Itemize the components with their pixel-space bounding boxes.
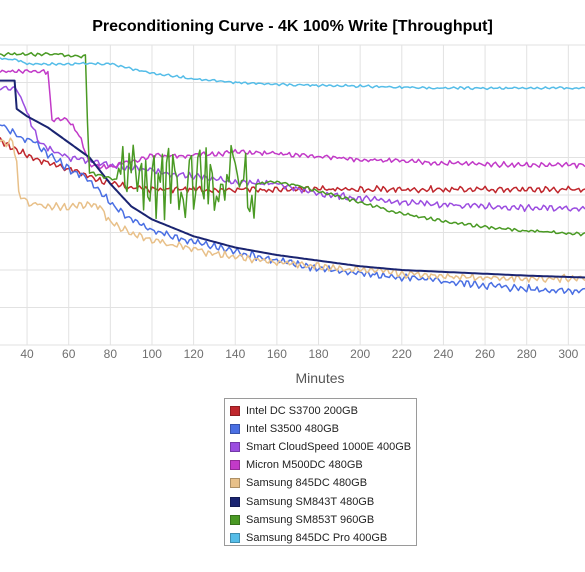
legend-item: Intel S3500 480GB [230, 420, 416, 438]
legend-swatch [230, 478, 240, 489]
x-axis-title: Minutes [295, 370, 345, 386]
x-tick-labels: 40 60 80 100 120 140 160 180 200 220 240 260 280 300 [20, 347, 578, 361]
legend-swatch [230, 442, 240, 453]
x-tick-label: 80 [104, 347, 118, 361]
series-line-4 [0, 68, 585, 170]
legend-swatch [230, 532, 240, 543]
x-tick-label: 40 [20, 347, 34, 361]
series-line-2 [0, 124, 585, 296]
legend-label: Micron M500DC 480GB [246, 459, 363, 472]
x-tick-label: 260 [475, 347, 495, 361]
legend-label: Intel S3500 480GB [246, 423, 339, 436]
legend-swatch [230, 460, 240, 471]
legend-swatch [230, 514, 240, 525]
legend-label: Smart CloudSpeed 1000E 400GB [246, 441, 412, 454]
x-tick-label: 160 [267, 347, 287, 361]
legend-label: Samsung SM843T 480GB [246, 495, 375, 508]
legend-label: Samsung 845DC 480GB [246, 477, 368, 490]
legend: Intel DC S3700 200GB Intel S3500 480GB Sma… [224, 398, 417, 546]
legend-label: Samsung SM853T 960GB [246, 513, 375, 526]
legend-item: Smart CloudSpeed 1000E 400GB [230, 438, 416, 456]
x-tick-label: 120 [184, 347, 204, 361]
legend-item: Intel DC S3700 200GB [230, 402, 416, 420]
x-tick-label: 280 [517, 347, 537, 361]
legend-item: Samsung 845DC 480GB [230, 474, 416, 492]
series-line-7 [0, 51, 585, 237]
x-tick-label: 60 [62, 347, 76, 361]
chart-title: Preconditioning Curve - 4K 100% Write [T… [92, 18, 493, 35]
legend-label: Samsung 845DC Pro 400GB [246, 531, 388, 544]
x-tick-label: 180 [309, 347, 329, 361]
legend-item: Samsung SM843T 480GB [230, 492, 416, 510]
series-line-8 [0, 57, 585, 91]
legend-item: Samsung 845DC Pro 400GB [230, 529, 416, 547]
grid [0, 44, 585, 346]
x-tick-label: 240 [433, 347, 453, 361]
legend-item: Samsung SM853T 960GB [230, 511, 416, 529]
legend-label: Intel DC S3700 200GB [246, 405, 358, 418]
x-tick-label: 220 [392, 347, 412, 361]
series-line-3 [0, 85, 585, 213]
legend-swatch [230, 496, 240, 507]
series-line-6 [0, 79, 585, 279]
x-tick-label: 140 [225, 347, 245, 361]
x-tick-label: 300 [558, 347, 578, 361]
legend-swatch [230, 406, 240, 417]
x-tick-label: 200 [350, 347, 370, 361]
legend-item: Micron M500DC 480GB [230, 456, 416, 474]
series-layer [0, 51, 585, 296]
series-line-5 [0, 137, 585, 284]
legend-swatch [230, 424, 240, 435]
x-tick-label: 100 [142, 347, 162, 361]
